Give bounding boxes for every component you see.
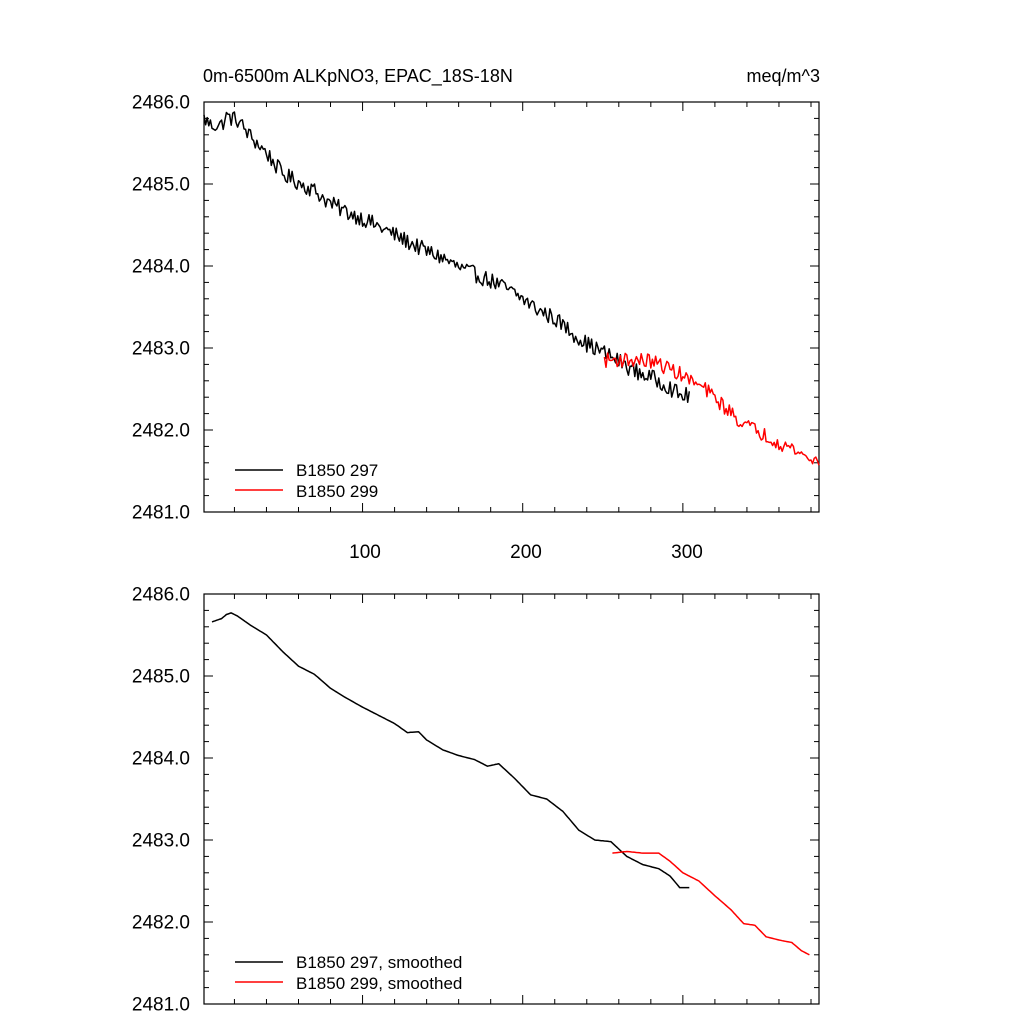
y-tick-label: 2483.0 bbox=[132, 339, 190, 360]
top-panel: 0m-6500m ALKpNO3, EPAC_18S-18N meq/m^3 2… bbox=[132, 66, 820, 563]
y-tick-label: 2484.0 bbox=[132, 257, 190, 278]
x-axis: 100 200 300 bbox=[349, 542, 703, 563]
legend-label: B1850 297, smoothed bbox=[296, 953, 462, 972]
y-tick-label: 2481.0 bbox=[132, 995, 190, 1016]
series-group bbox=[211, 612, 810, 956]
y-axis: 2486.0 2485.0 2484.0 2483.0 2482.0 2481.… bbox=[132, 93, 190, 524]
legend-label: B1850 299, smoothed bbox=[296, 974, 462, 993]
y-tick-label: 2483.0 bbox=[132, 831, 190, 852]
chart-title: 0m-6500m ALKpNO3, EPAC_18S-18N bbox=[203, 66, 513, 87]
legend: B1850 297 B1850 299 bbox=[235, 461, 378, 501]
series-line-1 bbox=[203, 111, 691, 404]
legend: B1850 297, smoothed B1850 299, smoothed bbox=[235, 953, 462, 993]
y-tick-label: 2486.0 bbox=[132, 585, 190, 606]
x-tick-label: 100 bbox=[349, 542, 381, 563]
series-line-1 bbox=[211, 612, 690, 889]
x-tick-label: 200 bbox=[510, 542, 542, 563]
tick-marks bbox=[204, 101, 819, 513]
plot-frame bbox=[203, 593, 820, 1005]
y-tick-label: 2481.0 bbox=[132, 503, 190, 524]
y-tick-label: 2482.0 bbox=[132, 913, 190, 934]
y-tick-label: 2485.0 bbox=[132, 667, 190, 688]
series-line-2 bbox=[612, 850, 810, 956]
y-axis: 2486.0 2485.0 2484.0 2483.0 2482.0 2481.… bbox=[132, 585, 190, 1016]
legend-label: B1850 299 bbox=[296, 482, 378, 501]
y-tick-label: 2485.0 bbox=[132, 175, 190, 196]
x-tick-label: 300 bbox=[671, 542, 703, 563]
y-tick-label: 2484.0 bbox=[132, 749, 190, 770]
y-tick-label: 2486.0 bbox=[132, 93, 190, 114]
series-group bbox=[203, 111, 820, 466]
units-label: meq/m^3 bbox=[747, 66, 820, 86]
legend-label: B1850 297 bbox=[296, 461, 378, 480]
bottom-panel: 2486.0 2485.0 2484.0 2483.0 2482.0 2481.… bbox=[132, 585, 820, 1016]
tick-marks bbox=[204, 593, 819, 1005]
series-line-2 bbox=[603, 352, 820, 466]
y-tick-label: 2482.0 bbox=[132, 421, 190, 442]
plot-frame bbox=[203, 101, 820, 513]
